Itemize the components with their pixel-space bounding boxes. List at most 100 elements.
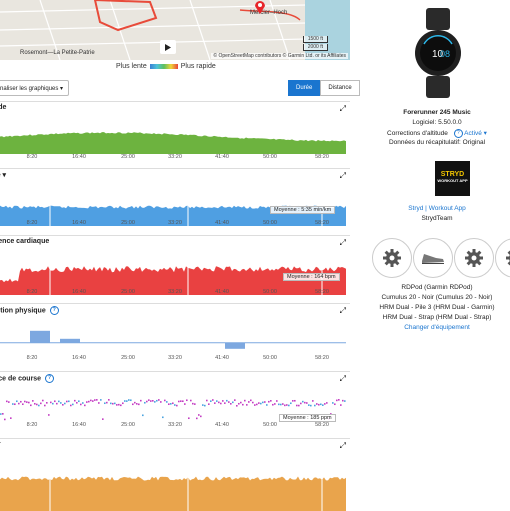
x-tick-label: 33:20: [168, 289, 182, 295]
expand-icon[interactable]: ⤢: [339, 374, 346, 383]
map-scale: 1500 ft 2000 ft: [302, 36, 328, 52]
expand-icon[interactable]: ⤢: [339, 306, 346, 315]
info-icon[interactable]: ?: [453, 129, 463, 138]
fast-label: Plus rapide: [180, 63, 216, 70]
x-tick-label: 58:20: [315, 220, 329, 226]
chart-panel: uence cardiaque ⤢ 8:20 16:40 25:00 33:20 41:40…: [0, 235, 350, 302]
device-name: Forerunner 245 Music: [403, 109, 471, 116]
app-vendor: StrydTeam: [421, 215, 453, 222]
average-label: Moyenne : 164 bpm: [283, 273, 340, 281]
chart-panel: dition physique? ⤢ 8:20 16:40 25:00 33:20 41:4…: [0, 303, 350, 370]
x-tick-label: 33:20: [168, 154, 182, 160]
x-tick-label: 41:40: [215, 355, 229, 361]
x-tick-label: 25:00: [121, 289, 135, 295]
x-tick-label: 41:40: [215, 154, 229, 160]
x-tick-label: 8:20: [26, 422, 38, 428]
gear-icon[interactable]: [372, 238, 412, 278]
chart-area[interactable]: [0, 326, 346, 354]
x-tick-label: 8:20: [26, 154, 38, 160]
map-place-label: Rosemont—La Petite-Patrie: [20, 50, 95, 56]
expand-icon[interactable]: ⤢: [339, 171, 346, 180]
altitude-dropdown[interactable]: Activé ▾: [464, 130, 487, 138]
chart-title: nce de course?: [0, 374, 55, 383]
chart-title[interactable]: re ▾: [0, 172, 7, 179]
shoe-icon[interactable]: [413, 238, 453, 278]
workout-app-link[interactable]: Workout App: [428, 205, 466, 212]
x-tick-label: 25:00: [121, 154, 135, 160]
x-tick-label: 25:00: [121, 355, 135, 361]
info-icon[interactable]: ?: [45, 374, 55, 383]
x-tick-label: 25:00: [121, 220, 135, 226]
x-axis: 8:20 16:40 25:00 33:20 41:40 50:00 58:20: [0, 355, 346, 363]
x-tick-label: 58:20: [315, 154, 329, 160]
watch-image: 10 08: [415, 8, 461, 98]
change-gear-link[interactable]: Changer d'équipement: [404, 324, 470, 331]
x-tick-label: 8:20: [26, 220, 38, 226]
average-label: Moyenne : 5:35 min/km: [270, 206, 336, 214]
x-tick-label: 50:00: [263, 422, 277, 428]
x-tick-label: 41:40: [215, 422, 229, 428]
x-tick-label: 50:00: [263, 289, 277, 295]
chart-area[interactable]: [0, 465, 346, 511]
gear-icon[interactable]: [495, 238, 510, 278]
x-axis: 8:20 16:40 25:00 33:20 41:40 50:00 58:20: [0, 220, 346, 228]
map-place-label-right: Mercier–Hoch: [250, 10, 288, 16]
x-tick-label: 58:20: [315, 422, 329, 428]
x-tick-label: 41:40: [215, 289, 229, 295]
x-axis: 8:20 16:40 25:00 33:20 41:40 50:00 58:20: [0, 422, 346, 430]
expand-icon[interactable]: ⤢: [339, 441, 346, 450]
x-tick-label: 50:00: [263, 220, 277, 226]
gear-item: RDPod (Garmin RDPod): [401, 284, 473, 291]
chart-title: uence cardiaque: [0, 238, 50, 245]
gear-icon[interactable]: [454, 238, 494, 278]
x-tick-label: 33:20: [168, 355, 182, 361]
distance-button[interactable]: Distance: [320, 80, 360, 96]
play-icon[interactable]: [160, 40, 176, 54]
x-tick-label: 33:20: [168, 220, 182, 226]
gear-item: Cumulus 20 - Noir (Cumulus 20 - Noir): [381, 294, 493, 301]
x-tick-label: 58:20: [315, 289, 329, 295]
x-tick-label: 58:20: [315, 355, 329, 361]
info-icon[interactable]: ?: [49, 306, 59, 315]
x-tick-label: 8:20: [26, 289, 38, 295]
axis-toggle: Durée Distance: [288, 80, 360, 96]
slow-label: Plus lente: [116, 63, 147, 70]
expand-icon[interactable]: ⤢: [339, 238, 346, 247]
gear-item: HRM Dual - Pile 3 (HRM Dual - Garmin): [379, 304, 495, 311]
map-pin-icon: [255, 1, 265, 14]
x-tick-label: 33:20: [168, 422, 182, 428]
chart-area[interactable]: [0, 124, 346, 154]
x-tick-label: 25:00: [121, 422, 135, 428]
chart-panel: ude ⤢ 8:20 16:40 25:00 33:20 41:40 50:00 58:20: [0, 101, 350, 168]
svg-text:08: 08: [440, 49, 450, 59]
x-axis: 8:20 16:40 25:00 33:20 41:40 50:00 58:20: [0, 289, 346, 297]
device-software: Logiciel: 5.50.0.0: [412, 119, 462, 126]
altitude-correction: Corrections d'altitude ? Activé ▾: [387, 129, 487, 138]
gear-item: HRM Dual - Strap (HRM Dual - Strap): [382, 314, 492, 321]
speed-gradient: [149, 64, 178, 69]
x-tick-label: 8:20: [26, 355, 38, 361]
chart-panel: er ⤢: [0, 438, 350, 511]
app-links: Stryd | Workout App: [408, 205, 466, 212]
map-attribution[interactable]: © OpenStreetMap contributors © Garmin Lt…: [211, 53, 348, 59]
stryd-link[interactable]: Stryd: [408, 205, 424, 212]
x-tick-label: 16:40: [72, 422, 86, 428]
x-tick-label: 41:40: [215, 220, 229, 226]
svg-text:10: 10: [432, 49, 444, 60]
customize-charts-button[interactable]: naliser les graphiques ▾: [0, 80, 70, 96]
x-tick-label: 50:00: [263, 154, 277, 160]
expand-icon[interactable]: ⤢: [339, 104, 346, 113]
stryd-app-logo[interactable]: STRYD WORKOUT APP: [435, 161, 470, 196]
x-tick-label: 16:40: [72, 355, 86, 361]
x-tick-label: 16:40: [72, 220, 86, 226]
duration-button[interactable]: Durée: [288, 80, 321, 96]
chart-title: ude: [0, 104, 7, 111]
chart-panel: nce de course? ⤢ 8:20 16:40 25:00 33:20 41:40 5…: [0, 371, 350, 438]
speed-legend: Plus lente Plus rapide: [116, 63, 216, 70]
x-tick-label: 16:40: [72, 154, 86, 160]
map[interactable]: Rosemont—La Petite-Patrie Mercier–Hoch 1…: [0, 0, 350, 60]
chart-title: dition physique?: [0, 306, 59, 315]
summary-data: Données du récapitulatif: Original: [388, 139, 486, 146]
chart-panel: re ▾ ⤢ 8:20 16:40 25:00 33:20 41:40 50:00 58:20 M…: [0, 168, 350, 235]
x-tick-label: 16:40: [72, 289, 86, 295]
